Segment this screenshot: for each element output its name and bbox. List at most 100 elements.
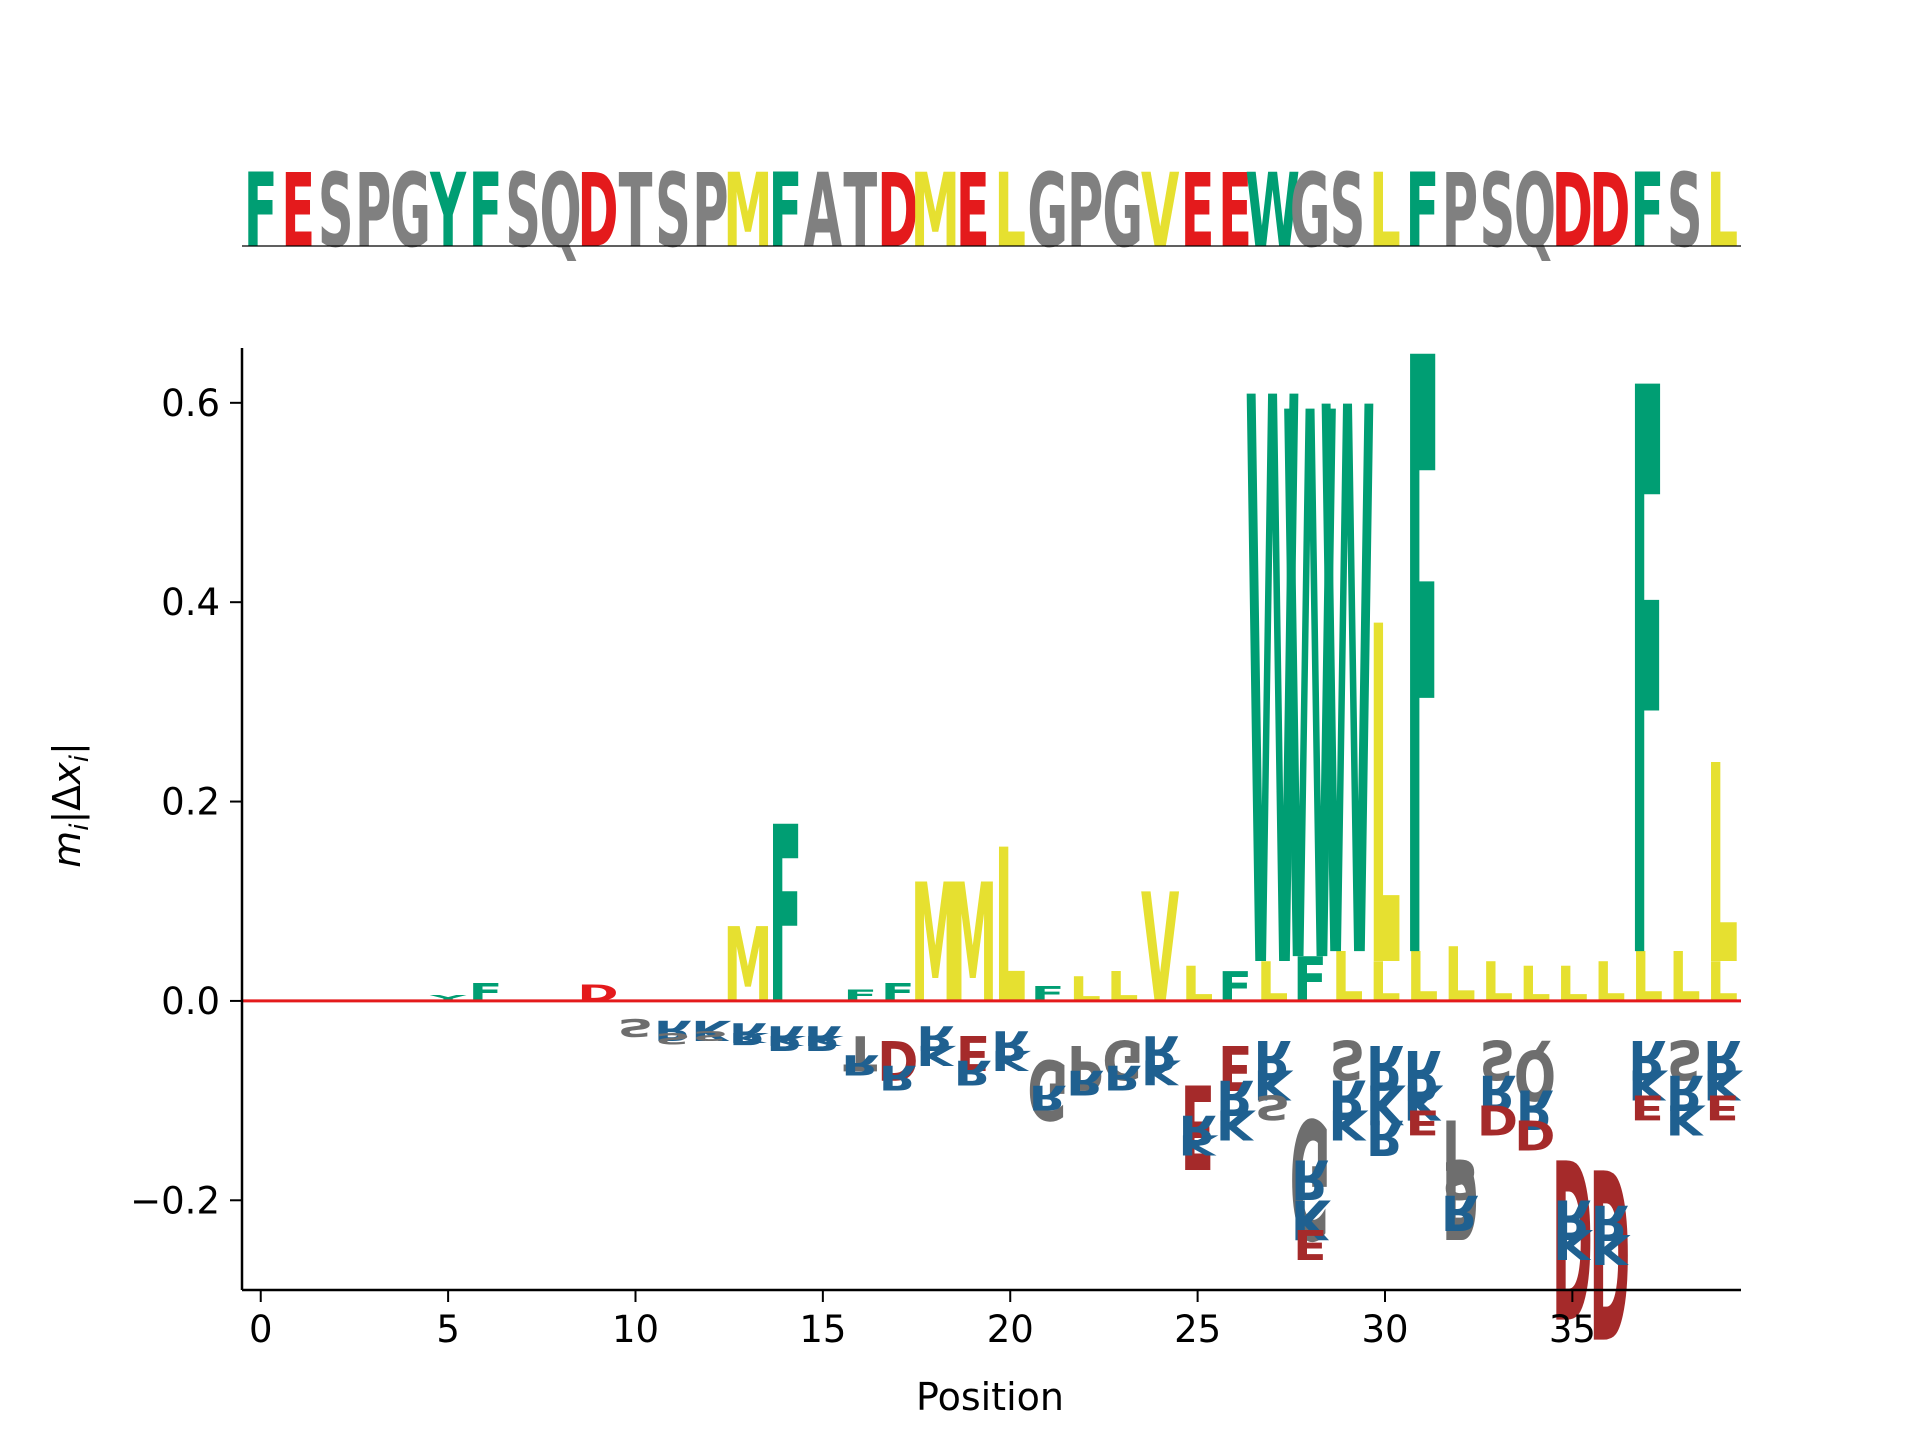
negative-logo-letter: D [1477,1096,1518,1144]
x-axis-label: Position [916,1375,1064,1419]
negative-logo-letter: K [1178,1129,1219,1160]
negative-logo-letter: K [804,1032,845,1048]
logo-letter-glyph: L [1706,709,1738,1026]
sequence-letter-glyph: Y [429,153,466,271]
sequence-letter: S [1480,153,1516,271]
sequence-letter-glyph: S [1330,153,1366,271]
logo-letter-glyph: K [1216,1101,1256,1149]
sequence-letter-glyph: F [768,153,802,271]
negative-logo-letter: R [1029,1077,1067,1117]
sequence-letter: D [1589,153,1630,271]
logo-letter-glyph: V [1141,863,1180,1038]
positive-logo-letter: L [1706,952,1738,1015]
logo-letter-glyph: R [804,1017,842,1057]
logo-letter-glyph: R [1253,1027,1291,1090]
negative-logo-letter: D [1552,1108,1593,1362]
negative-logo-letter: K [1291,1187,1331,1250]
negative-logo-letter: R [879,1057,917,1097]
sequence-letter: S [318,153,354,271]
negative-logo-letter: S [1330,1027,1366,1090]
positive-logo-letter: F [1293,945,1327,1017]
sequence-letter: L [994,153,1026,271]
logo-letter-glyph: G [1102,1027,1143,1090]
negative-logo-letter: S [1255,1087,1291,1127]
logo-letter-glyph: P [1442,1081,1478,1272]
negative-logo-letter: K [1366,1072,1406,1135]
positive-logo-letter: L [1369,952,1401,1015]
logo-letter-glyph: W [1283,259,1338,1134]
sequence-letter-glyph: D [1552,153,1593,271]
negative-logo-letter: S [1480,1027,1516,1090]
logo-letter-glyph: T [843,1024,877,1079]
logo-letter-glyph: D [577,981,618,1007]
negative-logo-letter: R [1253,1027,1291,1090]
negative-logo-letter: R [1104,1057,1142,1097]
logo-letter-glyph: E [1218,1030,1252,1102]
logo-letter-glyph: K [691,1014,732,1045]
negative-logo-letter: K [916,1039,957,1070]
logo-letter-glyph: L [1669,939,1701,1018]
positive-logo-letter: F [1406,190,1440,1144]
sequence-letter: V [1141,153,1180,271]
sequence-letter-glyph: G [390,153,431,271]
negative-logo-letter: K [1403,1074,1444,1129]
negative-logo-letter: P [1442,1081,1478,1272]
sequence-letter-glyph: F [1406,153,1440,271]
x-tick-label: 10 [612,1308,659,1351]
negative-logo-letter: K [729,1029,770,1045]
y-tick-label: 0.4 [161,581,220,624]
logo-letter-glyph: K [1403,1074,1444,1129]
logo-letter-glyph: R [1029,1077,1067,1117]
positive-logo-letter: F [1630,230,1664,1136]
logo-letter-glyph: S [1480,1027,1516,1090]
logo-letter-glyph: D [1552,1108,1593,1362]
sequence-letter-glyph: S [505,153,541,271]
logo-letter-glyph: G [1290,1081,1331,1272]
logo-letter-glyph: M [911,849,960,1040]
sequence-letter-glyph: E [1181,153,1215,271]
logo-letter-glyph: K [1366,1072,1406,1135]
sequence-letter: G [390,153,431,271]
sequence-letter: F [469,153,503,271]
logo-letter-glyph: M [723,905,772,1025]
x-tick-label: 5 [436,1308,460,1351]
sequence-letter: T [619,153,653,271]
logo-letter-glyph: K [1703,1061,1743,1109]
sequence-letter-glyph: P [1442,153,1478,271]
negative-logo-letter: T [843,1024,877,1079]
sequence-letter-glyph: D [1589,153,1630,271]
logo-letter-glyph: R [1104,1057,1142,1097]
logo-letter-glyph: E [1293,1220,1327,1268]
positive-logo-letter: L [1557,958,1589,1013]
x-tick-label: 30 [1361,1308,1408,1351]
sequence-letter: P [1067,153,1103,271]
sequence-letter: M [911,153,960,271]
sequence-letter: M [723,153,772,271]
sequence-letter-glyph: V [1141,153,1180,271]
logo-letter-glyph: R [1553,1187,1591,1250]
logo-letter-glyph: W [1320,254,1375,1129]
logo-letter-glyph: Q [1514,1034,1556,1113]
negative-logo-letter: K [991,1044,1032,1075]
logo-letter-glyph: M [948,849,997,1040]
logo-letter-glyph: W [1245,240,1300,1146]
negative-logo-letter: P [1067,1030,1103,1102]
sequence-letter: F [244,153,278,271]
sequence-letter: Q [539,153,581,271]
positive-logo-letter: M [948,849,997,1040]
logo-letter-glyph: R [654,1014,692,1045]
logo-letter-glyph: R [1216,1069,1254,1124]
logo-letter-glyph: S [1667,1027,1703,1090]
logo-letter-glyph: F [469,979,503,1007]
positive-logo-letter: M [911,849,960,1040]
negative-logo-letter: S [618,1013,654,1041]
negative-logo-letter: R [1216,1069,1254,1124]
sequence-letter-glyph: T [843,153,877,271]
x-tick-label: 0 [249,1308,273,1351]
positive-logo-letter: W [1245,240,1300,1146]
positive-logo-letter: M [723,905,772,1025]
negative-logo-letter: K [1253,1061,1293,1109]
sequence-letter: W [1245,153,1300,271]
logo-letter-glyph: R [1066,1062,1104,1102]
